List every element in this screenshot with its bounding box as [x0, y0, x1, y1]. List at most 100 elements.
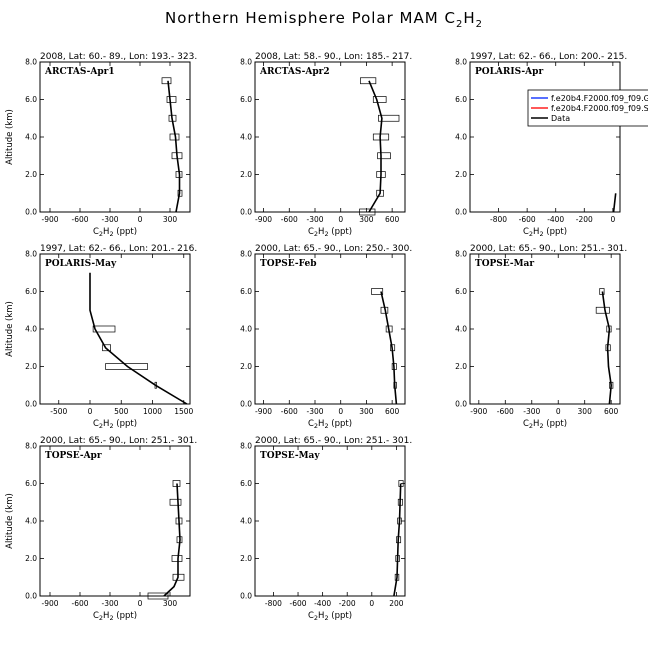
panel-title: 2000, Lat: 65.- 90., Lon: 251.- 301. — [255, 436, 412, 446]
spread-box — [371, 288, 384, 295]
x-tick-label: 0 — [556, 407, 561, 416]
panel-7: 2000, Lat: 65.- 90., Lon: 251.- 301. 0.0 2… — [5, 436, 197, 622]
y-tick-label: 8.0 — [240, 250, 252, 259]
plot-frame — [469, 253, 621, 405]
x-tick-label: 300 — [578, 407, 593, 416]
panel-4: 1997, Lat: 62.- 66., Lon: 201.- 216. 0.0 2… — [5, 244, 197, 430]
spread-box — [92, 325, 116, 333]
data-series-line — [89, 272, 188, 405]
x-tick-label: -200 — [339, 599, 356, 608]
y-tick-label: 8.0 — [25, 442, 37, 451]
y-tick-label: 2.0 — [240, 362, 252, 371]
x-tick-label: -600 — [497, 407, 514, 416]
y-tick-label: 6.0 — [25, 287, 37, 296]
data-series-line — [612, 193, 617, 213]
spread-box — [599, 288, 605, 295]
panel-8: 2000, Lat: 65.- 90., Lon: 251.- 301. 0.0 2… — [240, 436, 412, 622]
data-series-line — [163, 483, 181, 597]
y-tick-label: 4.0 — [240, 133, 252, 142]
x-tick-label: -500 — [50, 407, 67, 416]
y-tick-label: 8.0 — [240, 58, 252, 67]
y-tick-label: 6.0 — [25, 95, 37, 104]
y-tick-label: 6.0 — [455, 95, 467, 104]
y-tick-label: 8.0 — [240, 442, 252, 451]
x-tick-label: 600 — [604, 407, 619, 416]
spread-box — [377, 152, 391, 160]
y-tick-label: 4.0 — [455, 133, 467, 142]
panel-title: 1997, Lat: 62.- 66., Lon: 201.- 216. — [40, 244, 197, 254]
x-tick-label: -900 — [255, 407, 272, 416]
y-tick-label: 2.0 — [240, 554, 252, 563]
x-tick-label: 300 — [359, 407, 374, 416]
x-tick-label: 600 — [385, 215, 400, 224]
x-tick-label: 1000 — [143, 407, 162, 416]
y-tick-label: 4.0 — [455, 325, 467, 334]
x-tick-label: 0 — [338, 407, 343, 416]
y-tick-label: 2.0 — [25, 170, 37, 179]
panel-5: 2000, Lat: 65.- 90., Lon: 250.- 300. 0.0 2… — [240, 244, 412, 430]
x-axis-label: C2H2 (ppt) — [523, 227, 567, 238]
x-tick-label: -800 — [490, 215, 507, 224]
x-axis-label: C2H2 (ppt) — [308, 611, 352, 622]
panel-label: ARCTAS-Apr1 — [44, 67, 115, 77]
x-axis-label: C2H2 (ppt) — [93, 611, 137, 622]
y-tick-label: 6.0 — [455, 287, 467, 296]
y-tick-label: 0.0 — [25, 592, 37, 601]
x-tick-label: 0 — [138, 599, 143, 608]
panel-title: 2008, Lat: 60.- 89., Lon: 193.- 323. — [40, 52, 197, 62]
x-axis-label: C2H2 (ppt) — [93, 227, 137, 238]
y-tick-label: 0.0 — [455, 208, 467, 217]
x-tick-label: -600 — [71, 215, 88, 224]
x-tick-label: -900 — [255, 215, 272, 224]
panel-1: 2008, Lat: 60.- 89., Lon: 193.- 323. 0.0 2… — [5, 52, 197, 238]
x-tick-label: -600 — [281, 215, 298, 224]
x-tick-label: -300 — [101, 215, 118, 224]
spread-box — [360, 77, 377, 85]
y-tick-label: 2.0 — [25, 554, 37, 563]
spread-box — [595, 306, 610, 314]
y-tick-label: 6.0 — [240, 479, 252, 488]
panel-label: POLARIS-May — [45, 259, 117, 269]
spread-box — [105, 363, 148, 370]
x-tick-label: 0 — [138, 215, 143, 224]
spread-box — [102, 344, 111, 352]
x-tick-label: -600 — [519, 215, 536, 224]
x-axis-label: C2H2 (ppt) — [308, 419, 352, 430]
y-tick-label: 0.0 — [25, 400, 37, 409]
x-tick-label: -300 — [306, 407, 323, 416]
panel-title: 1997, Lat: 62.- 66., Lon: 200.- 215. — [470, 52, 627, 62]
x-tick-label: -400 — [314, 599, 331, 608]
panels: 2008, Lat: 60.- 89., Lon: 193.- 323.0.02… — [5, 52, 648, 622]
spread-box — [147, 592, 169, 600]
panel-title: 2008, Lat: 58.- 90., Lon: 185.- 217. — [255, 52, 412, 62]
y-tick-label: 2.0 — [25, 362, 37, 371]
y-tick-label: 0.0 — [240, 208, 252, 217]
panel-3: 1997, Lat: 62.- 66., Lon: 200.- 215. 0.0 2… — [455, 52, 648, 238]
y-tick-label: 8.0 — [25, 58, 37, 67]
y-tick-label: 2.0 — [240, 170, 252, 179]
y-tick-label: 0.0 — [455, 400, 467, 409]
spread-box — [161, 77, 172, 85]
data-series-line — [368, 80, 383, 213]
x-tick-label: 0 — [610, 215, 615, 224]
x-tick-label: -300 — [101, 599, 118, 608]
x-tick-label: -600 — [71, 599, 88, 608]
x-tick-label: -300 — [306, 215, 323, 224]
x-tick-label: -200 — [576, 215, 593, 224]
y-tick-label: 4.0 — [25, 517, 37, 526]
data-series-line — [601, 291, 613, 405]
figure-title: Northern Hemisphere Polar MAM C2H2 — [165, 9, 483, 30]
x-tick-label: 1500 — [174, 407, 193, 416]
y-tick-label: 8.0 — [455, 250, 467, 259]
panel-label: ARCTAS-Apr2 — [259, 67, 330, 77]
spread-box — [169, 498, 182, 506]
plot-frame — [254, 253, 406, 405]
x-tick-label: 0 — [338, 215, 343, 224]
legend-label: f.e20b4.F2000.f09_f09.GF — [551, 94, 648, 103]
y-tick-label: 4.0 — [25, 133, 37, 142]
x-axis-label: C2H2 (ppt) — [523, 419, 567, 430]
x-tick-label: -300 — [523, 407, 540, 416]
y-tick-label: 4.0 — [240, 325, 252, 334]
spread-box — [166, 96, 177, 103]
